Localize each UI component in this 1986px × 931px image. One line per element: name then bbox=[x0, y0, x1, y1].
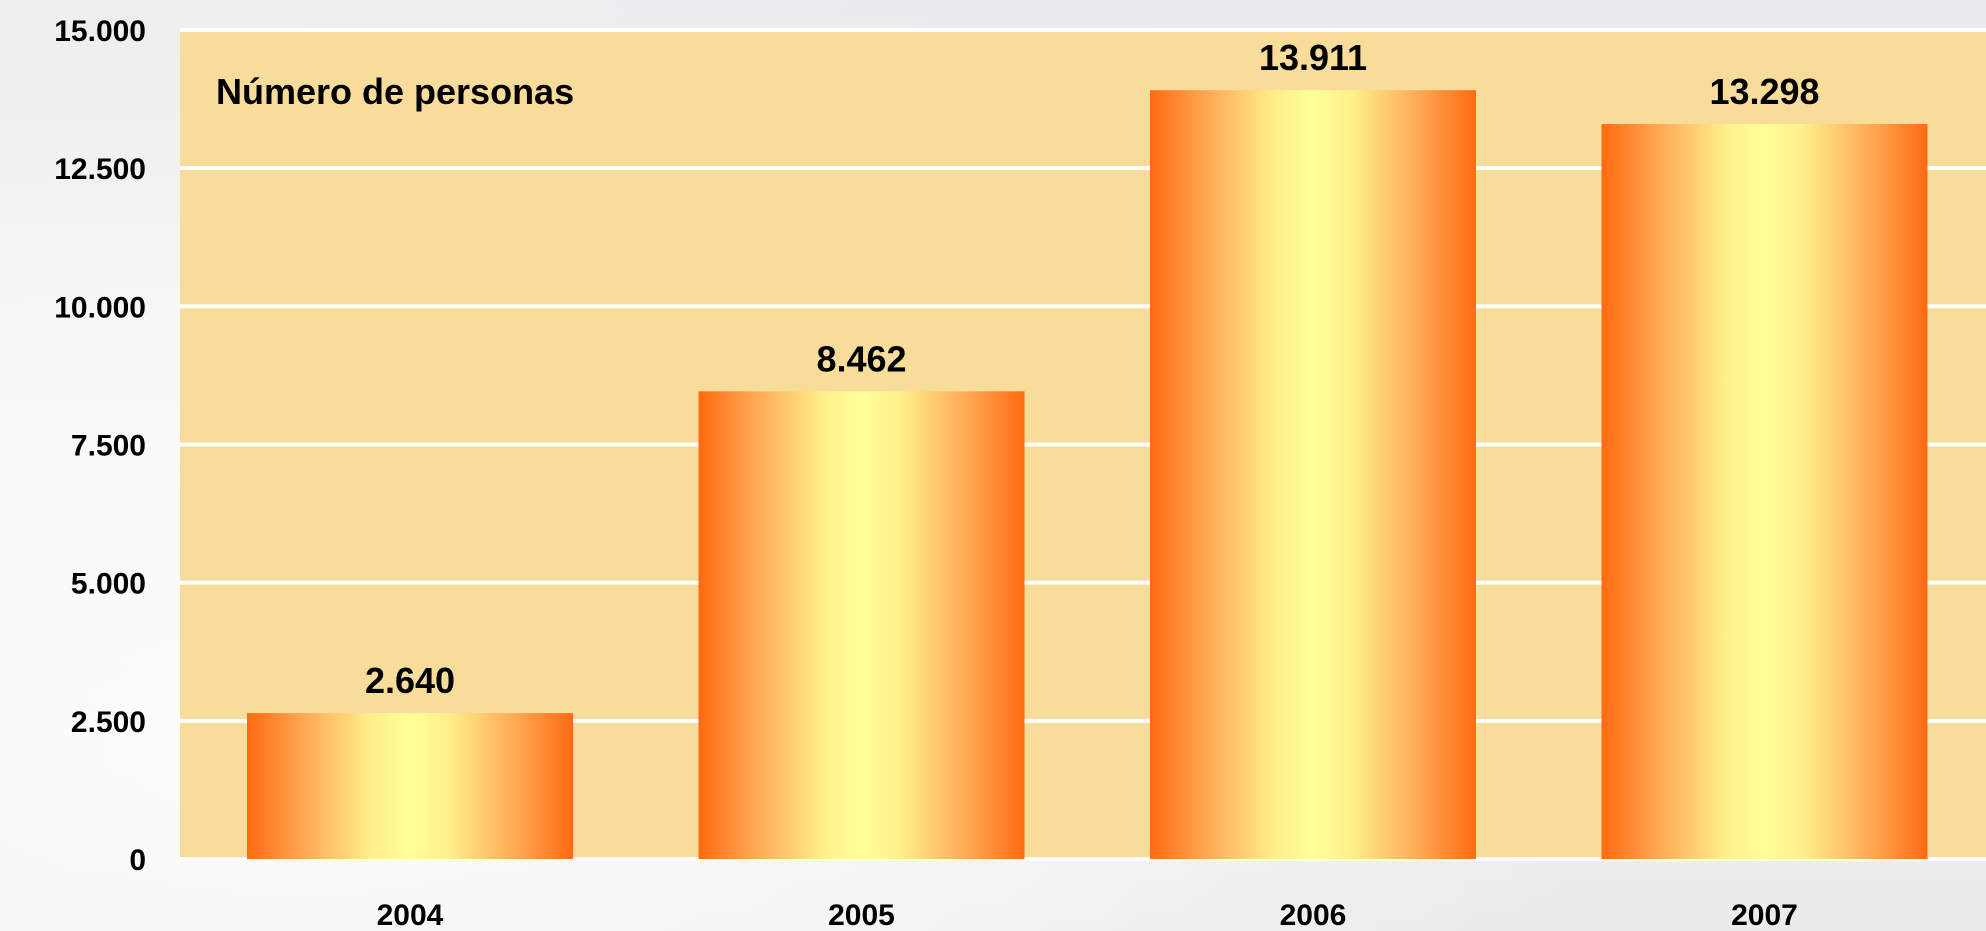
data-label-2004: 2.640 bbox=[365, 660, 455, 701]
bar-2005 bbox=[698, 391, 1025, 859]
x-tick-label-2004: 2004 bbox=[377, 899, 444, 931]
bar-2007 bbox=[1601, 124, 1928, 860]
x-tick-label-2007: 2007 bbox=[1731, 899, 1798, 931]
bar-2006 bbox=[1150, 90, 1476, 859]
y-axis-tick-labels: 0 2.500 5.000 7.500 10.000 12.500 15.000 bbox=[54, 15, 146, 877]
data-label-2005: 8.462 bbox=[816, 338, 906, 379]
bars bbox=[247, 90, 1928, 860]
bar-2004 bbox=[247, 713, 573, 859]
data-label-2007: 13.298 bbox=[1709, 71, 1819, 112]
y-tick-label: 10.000 bbox=[54, 291, 146, 324]
x-tick-label-2006: 2006 bbox=[1280, 899, 1347, 931]
y-tick-label: 0 bbox=[129, 844, 146, 877]
x-axis-tick-labels: 2004 2005 2006 2007 bbox=[377, 899, 1798, 931]
data-labels: 2.640 8.462 13.911 13.298 bbox=[365, 37, 1820, 701]
y-tick-label: 2.500 bbox=[71, 706, 146, 739]
x-tick-label-2005: 2005 bbox=[828, 899, 895, 931]
data-label-2006: 13.911 bbox=[1259, 37, 1367, 78]
y-tick-label: 12.500 bbox=[54, 153, 146, 186]
y-tick-label: 7.500 bbox=[71, 430, 146, 463]
y-tick-label: 15.000 bbox=[54, 15, 146, 48]
chart-annotation: Número de personas bbox=[216, 71, 574, 112]
y-tick-label: 5.000 bbox=[71, 568, 146, 601]
